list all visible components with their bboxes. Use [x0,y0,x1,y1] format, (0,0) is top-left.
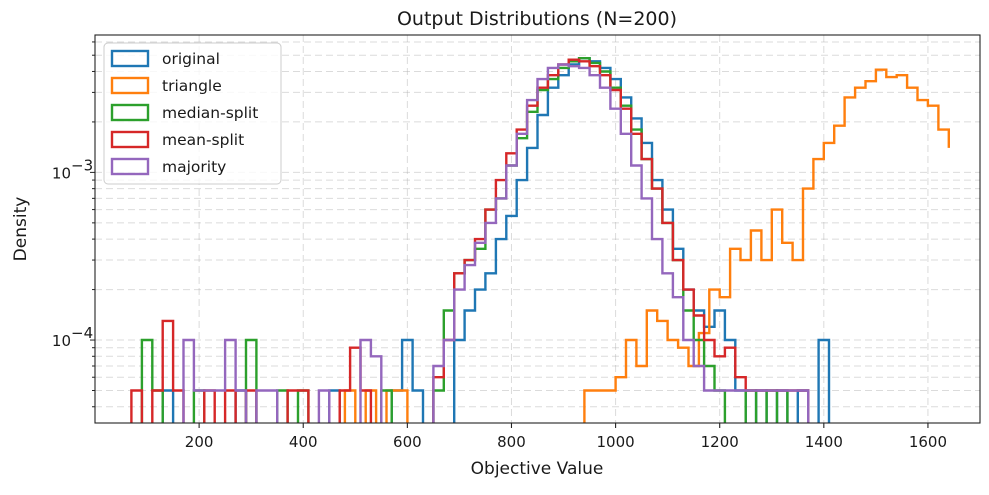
legend-swatch-triangle [110,76,150,95]
histogram-series-majority [182,63,810,423]
y-tick-label-exponent: −4 [71,324,93,342]
histogram-series-triangle [343,68,950,423]
x-tick-label: 400 [289,433,318,451]
x-tick-label: 1400 [805,433,843,451]
y-tick-label-exponent: −3 [71,156,93,174]
legend-swatch-median-split [110,103,150,122]
legend: original triangle median-split mean-split ma… [103,42,282,185]
y-tick-label: 10 [52,332,71,350]
x-tick-label: 600 [393,433,422,451]
legend-swatch-mean-split [110,130,150,149]
legend-swatch-original [110,49,150,68]
y-tick-label: 10 [52,164,71,182]
y-axis-label: Density [11,197,31,262]
legend-label-majority: majority [162,158,226,176]
x-tick-label: 800 [497,433,526,451]
plot-frame [94,34,981,424]
x-tick-label: 1000 [596,433,634,451]
x-tick-label: 1200 [701,433,739,451]
legend-swatch-majority [110,157,150,176]
legend-label-triangle: triangle [162,77,222,95]
legend-label-original: original [162,50,220,68]
x-tick-label: 1600 [909,433,947,451]
legend-label-median-split: median-split [162,104,258,122]
legend-label-mean-split: mean-split [162,131,244,149]
chart-title: Output Distributions (N=200) [397,8,677,30]
x-axis-label: Objective Value [471,459,604,479]
x-tick-label: 200 [185,433,214,451]
legend-items: original triangle median-split mean-split ma… [110,49,258,176]
series-layer [130,57,950,423]
